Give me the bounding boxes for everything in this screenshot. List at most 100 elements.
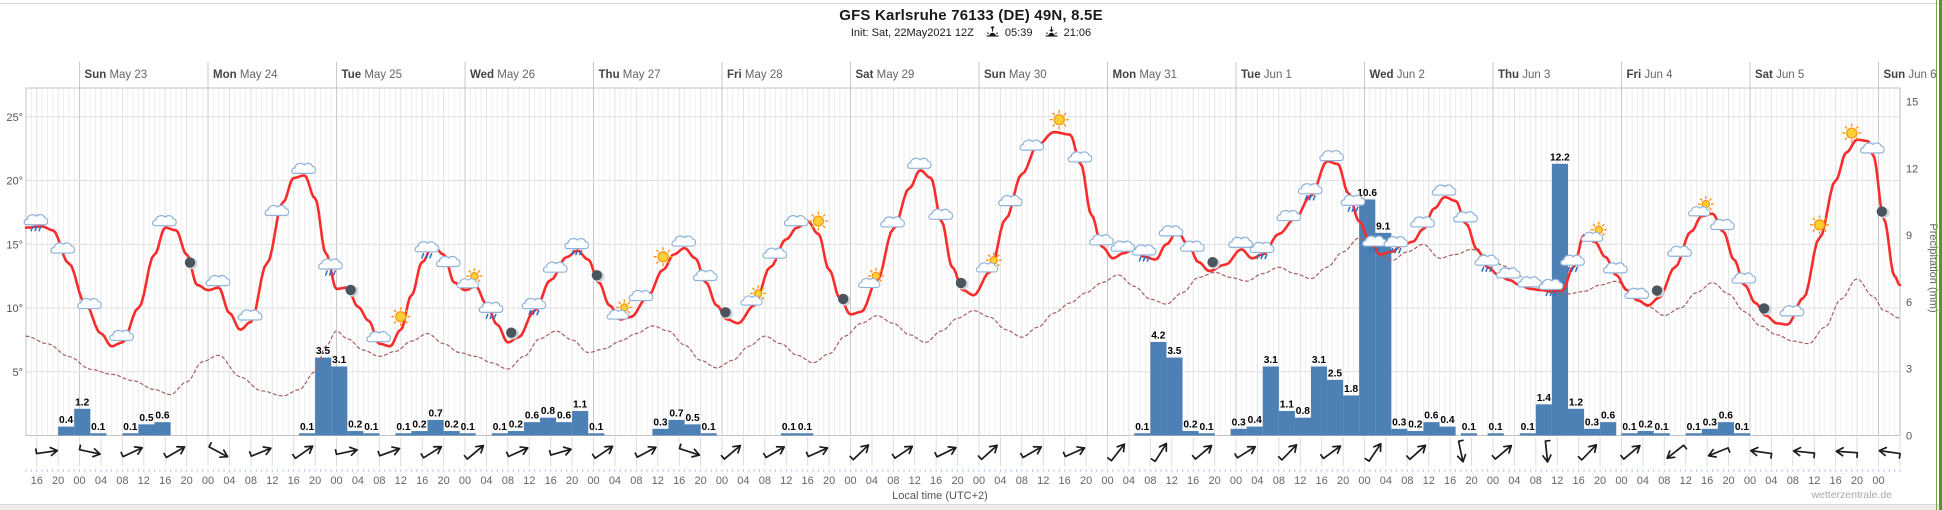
page-right-edge-bar bbox=[1939, 0, 1942, 510]
moon-dark bbox=[1876, 206, 1888, 217]
cloud-icon bbox=[880, 216, 905, 228]
cloud-shape bbox=[291, 162, 317, 174]
precip-value-label: 0.3 bbox=[1703, 417, 1717, 428]
hour-tick-label: 04 bbox=[1508, 475, 1520, 487]
sun-shape bbox=[1810, 215, 1830, 235]
hour-tick-label: 04 bbox=[223, 475, 235, 487]
precip-bar bbox=[1150, 341, 1167, 436]
precip-value-label: 0.1 bbox=[1489, 422, 1503, 433]
cloud-shape bbox=[1731, 272, 1757, 284]
cloud-shape bbox=[521, 297, 547, 310]
wind-arrow bbox=[1150, 442, 1168, 463]
precip-value-label: 0.1 bbox=[1735, 422, 1749, 433]
rain-cloud-icon bbox=[318, 258, 343, 276]
precip-axis-label: 6 bbox=[1906, 297, 1912, 309]
hour-tick-label: 04 bbox=[352, 475, 364, 487]
hour-tick-label: 20 bbox=[52, 475, 64, 487]
hour-tick-label: 16 bbox=[1573, 475, 1585, 487]
precip-bar bbox=[1391, 428, 1408, 436]
rain-drops bbox=[571, 249, 583, 256]
precip-value-label: 1.8 bbox=[1344, 384, 1358, 395]
precip-bar bbox=[331, 366, 348, 436]
cloud-icon bbox=[1517, 276, 1543, 288]
hour-tick-label: 04 bbox=[1637, 475, 1649, 487]
wind-arrow bbox=[1707, 447, 1731, 458]
wind-arrow bbox=[634, 445, 657, 459]
precip-value-label: 0.1 bbox=[798, 422, 812, 433]
precip-value-label: 0.2 bbox=[348, 420, 362, 431]
hour-tick-label: 12 bbox=[1037, 475, 1049, 487]
cloud-shape bbox=[1710, 218, 1735, 231]
moon-icon bbox=[184, 257, 198, 270]
rain-cloud-icon bbox=[414, 241, 440, 259]
cloud-icon bbox=[205, 274, 231, 287]
cloud-shape bbox=[1019, 139, 1045, 151]
hour-tick-label: 12 bbox=[1294, 475, 1306, 487]
precip-bar bbox=[138, 424, 155, 436]
cloud-shape bbox=[1624, 287, 1650, 299]
precip-value-label: 0.2 bbox=[1408, 420, 1422, 431]
cloud-shape bbox=[762, 247, 788, 259]
hour-tick-label: 08 bbox=[1530, 475, 1542, 487]
precip-bar bbox=[363, 433, 380, 436]
precip-value-label: 1.4 bbox=[1537, 393, 1551, 404]
cloud-shape bbox=[1249, 241, 1275, 254]
cloud-icon bbox=[1319, 149, 1344, 162]
precip-bar bbox=[58, 426, 75, 436]
wind-arrow bbox=[1107, 443, 1126, 462]
temp-axis-label: 10° bbox=[6, 303, 23, 315]
cloud-icon bbox=[628, 289, 654, 302]
moon-dark bbox=[1758, 303, 1770, 314]
precip-bar bbox=[1733, 433, 1751, 436]
hour-tick-label: 08 bbox=[759, 475, 771, 487]
rain-cloud-icon bbox=[1474, 254, 1500, 272]
hour-tick-label: 16 bbox=[1444, 475, 1456, 487]
precip-value-label: 0.1 bbox=[123, 422, 137, 433]
precip-value-label: 1.1 bbox=[1280, 400, 1294, 411]
rain-drops bbox=[1347, 206, 1359, 213]
cloud-shape bbox=[264, 204, 290, 217]
hour-tick-label: 16 bbox=[1830, 475, 1842, 487]
rain-drops bbox=[485, 313, 497, 320]
cloud-shape bbox=[1340, 194, 1366, 206]
hour-tick-label: 00 bbox=[1230, 475, 1242, 487]
cloud-icon bbox=[237, 309, 263, 321]
cloud-shape bbox=[1560, 254, 1585, 266]
sun-cloud-icon bbox=[606, 299, 633, 320]
rain-drops bbox=[1545, 290, 1557, 297]
sun-shape bbox=[1049, 110, 1069, 130]
hour-tick-label: 20 bbox=[566, 475, 578, 487]
precip-bar bbox=[1327, 379, 1344, 436]
moon-dark bbox=[184, 257, 196, 268]
cloud-icon bbox=[671, 235, 697, 247]
precip-axis-label: 0 bbox=[1906, 431, 1912, 443]
precip-value-label: 0.1 bbox=[461, 422, 475, 433]
precip-value-label: 0.5 bbox=[685, 413, 699, 424]
cloud-icon bbox=[109, 329, 134, 342]
moon-icon bbox=[1651, 285, 1665, 298]
precip-bar bbox=[539, 417, 557, 436]
wind-arrow bbox=[591, 445, 614, 460]
hour-tick-label: 16 bbox=[1059, 475, 1071, 487]
wind-arrow bbox=[891, 445, 914, 460]
hour-tick-label: 00 bbox=[1744, 475, 1756, 487]
hour-tick-label: 00 bbox=[1487, 475, 1499, 487]
wind-arrow bbox=[1878, 446, 1901, 459]
hour-tick-label: 08 bbox=[502, 475, 514, 487]
wind-arrow bbox=[1491, 444, 1513, 460]
rain-drops bbox=[324, 270, 336, 276]
cloud-shape bbox=[456, 278, 479, 289]
precip-value-label: 0.3 bbox=[1585, 417, 1599, 428]
sun-icon bbox=[1842, 123, 1862, 143]
precip-bar bbox=[1519, 433, 1536, 436]
wind-arrow bbox=[1577, 443, 1598, 461]
wind-arrow bbox=[420, 445, 443, 459]
cloud-icon bbox=[152, 215, 177, 227]
cloud-shape bbox=[1474, 254, 1500, 266]
hour-tick-label: 16 bbox=[1316, 475, 1328, 487]
cloud-shape bbox=[23, 214, 49, 226]
wind-arrow bbox=[334, 446, 358, 457]
wind-arrow bbox=[505, 446, 529, 458]
hour-tick-label: 20 bbox=[694, 475, 706, 487]
wind-arrow bbox=[1835, 446, 1859, 459]
